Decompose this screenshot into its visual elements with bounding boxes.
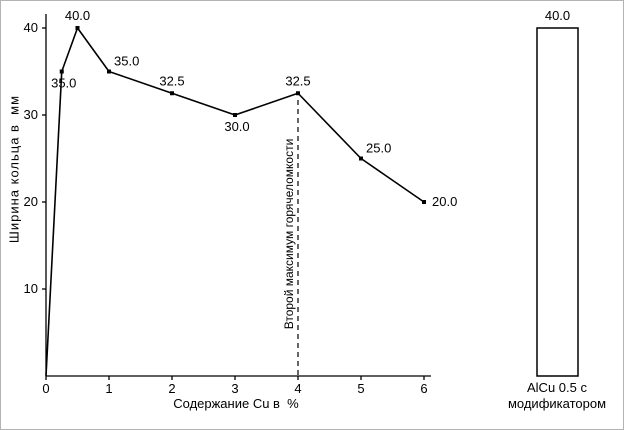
y-tick-label: 30 <box>24 107 38 122</box>
x-tick-label: 2 <box>168 381 175 396</box>
y-tick-label: 10 <box>24 281 38 296</box>
data-point-label: 25.0 <box>366 141 391 156</box>
data-point-marker <box>59 69 64 74</box>
data-point-label: 40.0 <box>65 8 90 23</box>
line-series <box>45 27 425 377</box>
data-point-label: 32.5 <box>285 73 310 88</box>
data-point-label: 35.0 <box>51 76 76 91</box>
bar-category-line2: модификатором <box>507 396 607 411</box>
bar <box>536 27 579 377</box>
x-tick-label: 5 <box>357 381 364 396</box>
data-point-label: 32.5 <box>159 73 184 88</box>
data-point-marker <box>296 91 300 96</box>
bar-category-line1: AlCu 0.5 с <box>527 380 587 395</box>
y-tick-label: 40 <box>24 20 38 35</box>
data-point-label: 30.0 <box>224 119 249 134</box>
data-point-marker <box>233 113 237 117</box>
data-point-label: 20.0 <box>432 194 457 209</box>
data-point-label: 35.0 <box>114 54 139 69</box>
x-tick-label: 1 <box>105 381 112 396</box>
data-point-marker <box>170 91 174 96</box>
x-tick-label: 4 <box>294 381 301 396</box>
bar-value-label: 40.0 <box>545 8 570 23</box>
x-tick-label: 0 <box>42 381 49 396</box>
data-point-marker <box>75 26 80 30</box>
data-point-marker <box>359 156 363 161</box>
data-point-marker <box>422 200 426 204</box>
x-axis-label: Содержание Cu в % <box>173 396 299 411</box>
annotation-label: Второй максимум горячеломкости <box>282 138 296 330</box>
y-axis-label: Ширина кольца в мм <box>6 94 22 244</box>
x-tick-label: 6 <box>420 381 427 396</box>
data-point-marker <box>107 69 111 74</box>
y-tick-label: 20 <box>24 194 38 209</box>
x-tick-label: 3 <box>231 381 238 396</box>
bar-category-label: AlCu 0.5 с модификатором <box>493 380 621 412</box>
